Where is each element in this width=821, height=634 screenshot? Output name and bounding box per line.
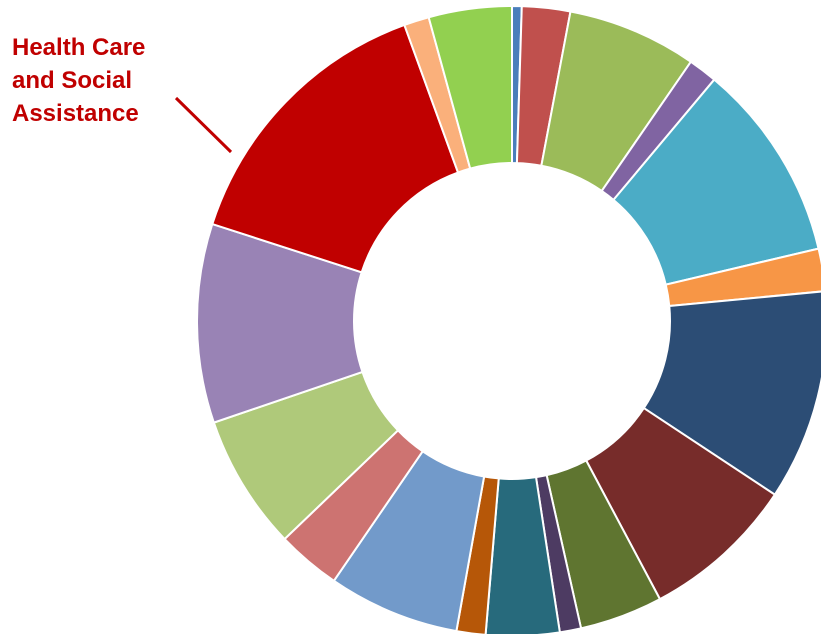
donut-slice-16 bbox=[211, 23, 460, 274]
callout-line-3: Assistance bbox=[12, 100, 139, 127]
donut-slices bbox=[196, 4, 821, 634]
callout-leader-line bbox=[174, 96, 233, 154]
callout-label-health-care: Health Care and Social Assistance bbox=[12, 34, 152, 127]
donut-slice-10 bbox=[484, 476, 562, 634]
callout-line-2: and Social bbox=[12, 67, 132, 94]
callout-line-1: Health Care bbox=[12, 34, 145, 61]
donut-slice-18 bbox=[427, 4, 513, 170]
